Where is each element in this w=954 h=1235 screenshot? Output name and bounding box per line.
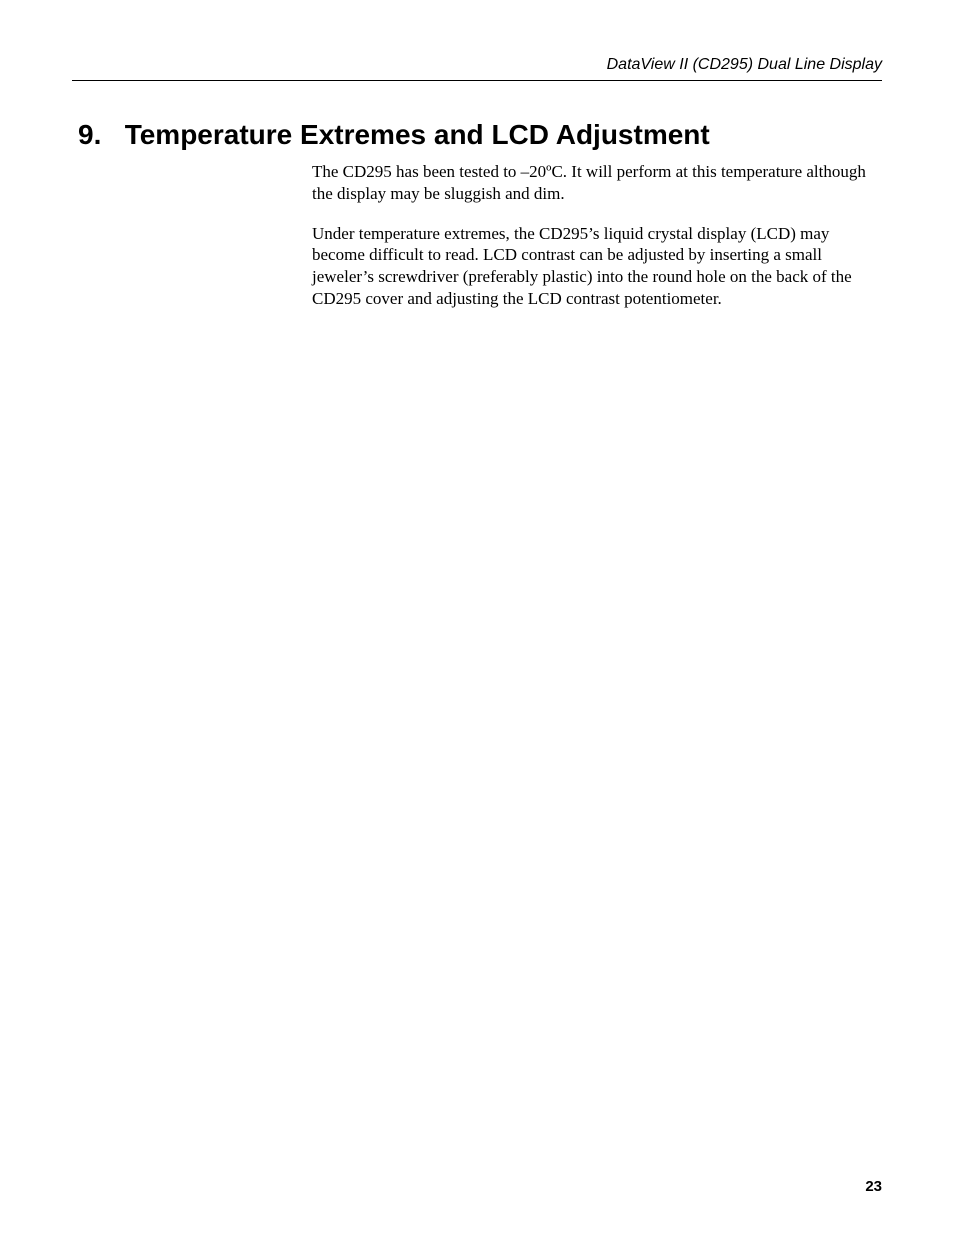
body-text: The CD295 has been tested to –20ºC. It w…	[312, 161, 882, 310]
section-heading: 9. Temperature Extremes and LCD Adjustme…	[78, 119, 882, 151]
paragraph-2: Under temperature extremes, the CD295’s …	[312, 223, 882, 310]
paragraph-1: The CD295 has been tested to –20ºC. It w…	[312, 161, 882, 205]
running-header: DataView II (CD295) Dual Line Display	[72, 56, 882, 81]
page: DataView II (CD295) Dual Line Display 9.…	[0, 0, 954, 1235]
section-number: 9.	[78, 119, 101, 150]
page-number: 23	[865, 1178, 882, 1195]
section-title: Temperature Extremes and LCD Adjustment	[125, 119, 710, 150]
